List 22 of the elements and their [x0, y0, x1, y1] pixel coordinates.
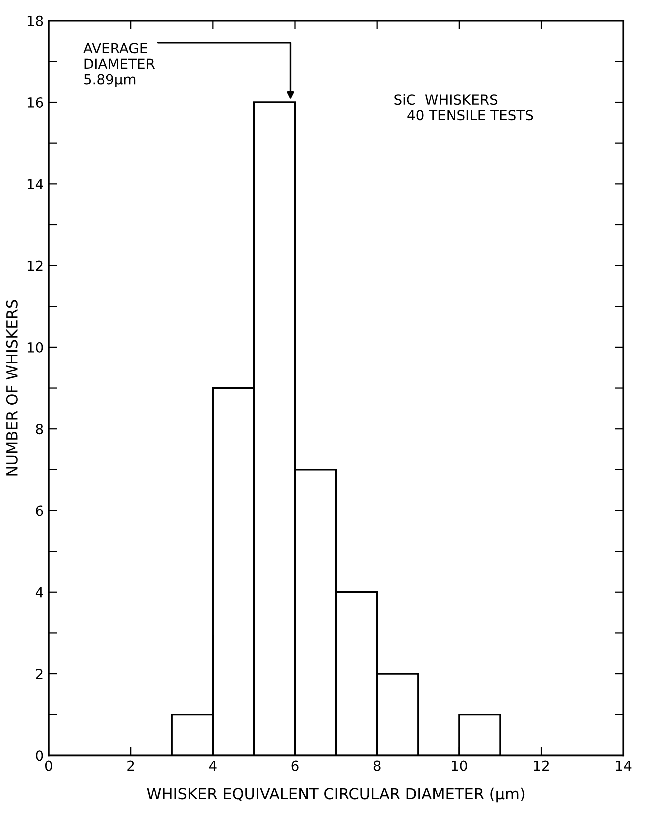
x-tick-label: 12	[534, 760, 549, 772]
y-axis-title: NUMBER OF WHISKERS	[6, 300, 18, 476]
annotation: AVERAGE DIAMETER 5.89μm	[84, 43, 156, 88]
x-tick-label: 8	[374, 760, 381, 772]
y-tick-label: 12	[28, 260, 43, 272]
x-tick-label: 0	[45, 760, 52, 772]
annotation: SiC WHISKERS 40 TENSILE TESTS	[394, 94, 534, 121]
y-tick-label: 2	[36, 669, 43, 680]
y-tick-label: 4	[36, 588, 44, 598]
y-tick-label: 6	[36, 506, 44, 516]
x-axis-title: WHISKER EQUIVALENT CIRCULAR DIAMETER (μm)	[147, 788, 525, 803]
x-tick-label: 14	[616, 760, 632, 772]
x-tick-label: 6	[292, 760, 299, 772]
x-tick-label: 4	[209, 760, 217, 772]
y-tick-label: 18	[28, 16, 44, 26]
y-tick-label: 0	[36, 750, 44, 762]
y-tick-label: 10	[28, 342, 44, 353]
y-tick-label: 8	[36, 424, 44, 435]
y-tick-label: 16	[28, 97, 44, 108]
x-tick-label: 10	[452, 760, 468, 772]
x-tick-label: 2	[128, 760, 134, 772]
y-tick-label: 14	[28, 179, 44, 190]
